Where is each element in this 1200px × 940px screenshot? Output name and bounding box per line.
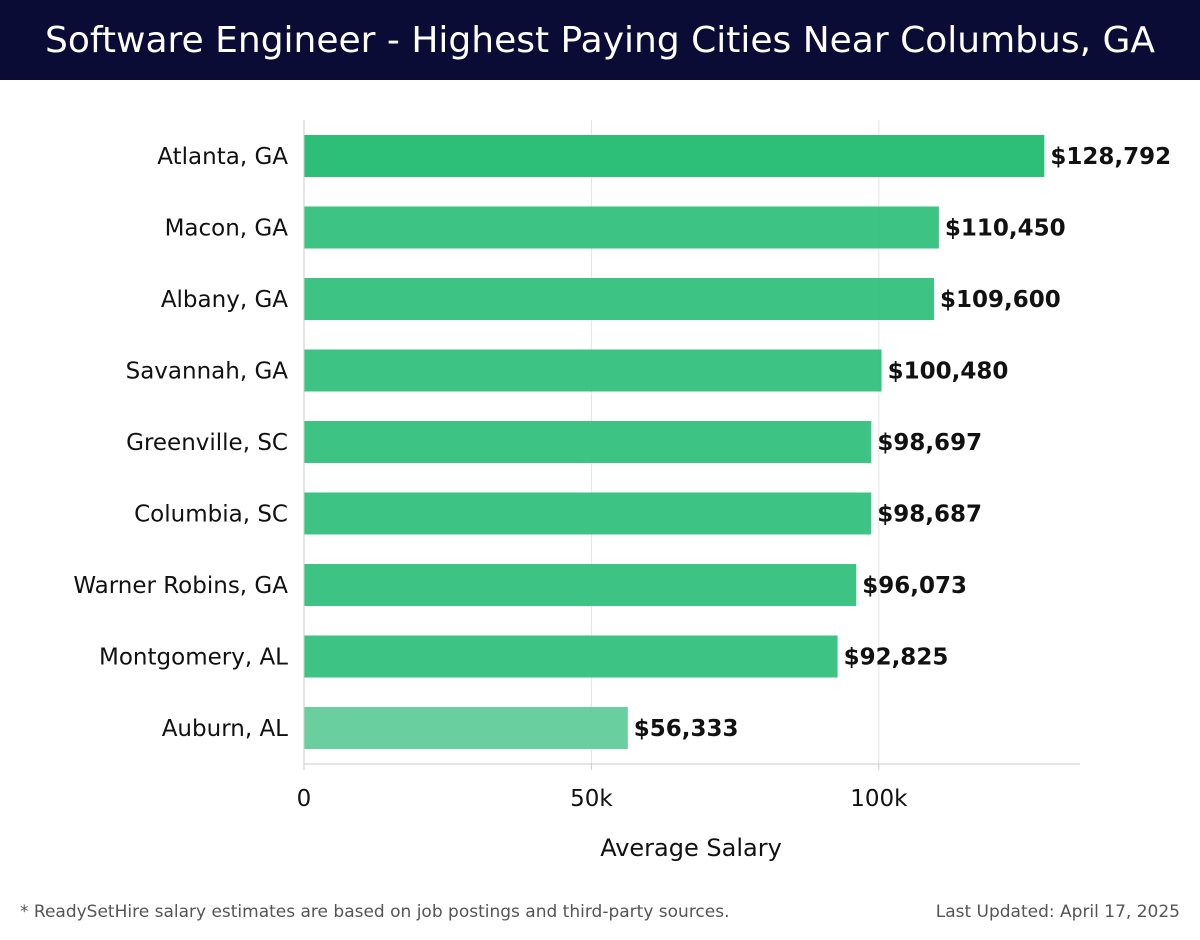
- value-label: $100,480: [888, 359, 1009, 385]
- category-labels: Atlanta, GA Macon, GA Albany, GA Savannah, …: [73, 144, 288, 742]
- bar: [304, 707, 628, 749]
- value-label: $96,073: [862, 573, 967, 599]
- last-updated: Last Updated: April 17, 2025: [935, 902, 1180, 922]
- value-labels: $128,792 $110,450 $109,600 $100,480 $98,697 $…: [634, 144, 1171, 742]
- x-axis-label: Average Salary: [600, 834, 782, 862]
- x-axis: 0 50k 100k: [297, 120, 1080, 812]
- bar: [304, 135, 1045, 177]
- value-label: $98,697: [877, 430, 982, 456]
- category-label: Warner Robins, GA: [73, 573, 288, 599]
- x-tick-label: 0: [297, 786, 312, 812]
- value-label: $109,600: [940, 287, 1061, 313]
- value-label: $98,687: [877, 502, 982, 528]
- category-label: Columbia, SC: [134, 502, 288, 528]
- bar: [304, 278, 934, 320]
- bar-chart: $128,792 $110,450 $109,600 $100,480 $98,697 $…: [73, 120, 1171, 862]
- value-label: $110,450: [945, 216, 1066, 242]
- value-label: $56,333: [634, 716, 739, 742]
- chart-title: Software Engineer - Highest Paying Citie…: [45, 19, 1155, 61]
- title-bar: Software Engineer - Highest Paying Citie…: [0, 0, 1200, 80]
- category-label: Albany, GA: [161, 287, 288, 313]
- footnote: * ReadySetHire salary estimates are base…: [20, 902, 730, 922]
- bar: [304, 421, 872, 463]
- value-label: $92,825: [844, 645, 949, 671]
- x-tick-label: 100k: [850, 786, 908, 812]
- bar: [304, 564, 857, 606]
- bar: [304, 206, 939, 249]
- x-tick-label: 50k: [570, 786, 613, 812]
- category-label: Macon, GA: [165, 216, 289, 242]
- category-label: Auburn, AL: [162, 716, 288, 742]
- category-label: Atlanta, GA: [157, 144, 288, 170]
- bar: [304, 635, 838, 678]
- category-label: Savannah, GA: [126, 359, 289, 385]
- category-label: Greenville, SC: [126, 430, 288, 456]
- category-label: Montgomery, AL: [99, 645, 288, 671]
- bars: [304, 135, 1045, 749]
- value-label: $128,792: [1050, 144, 1171, 170]
- bar: [304, 492, 872, 535]
- bar: [304, 349, 882, 392]
